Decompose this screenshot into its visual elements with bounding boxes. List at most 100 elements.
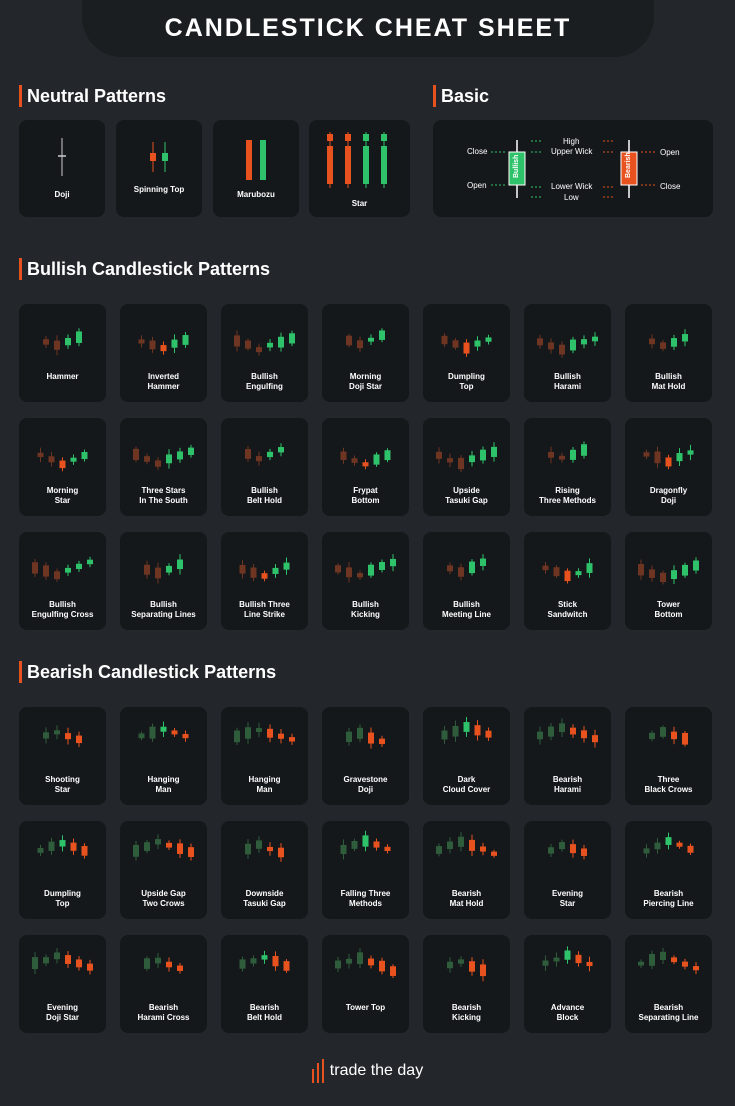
candle-body [144,958,150,969]
bearish-card: Bearish Harami [524,707,611,805]
bullish-card: Morning Star [19,418,106,516]
candle-body [70,457,77,462]
candle-body [586,563,593,573]
candle-body [373,841,380,848]
candle-body [441,335,448,345]
candle-body [485,337,492,342]
candlestick-illustration [245,443,284,466]
candle-body [368,732,374,744]
bearish-card: Tower Top [322,935,409,1033]
candle-body [447,458,453,463]
candle-body [491,851,497,856]
candle-body [682,961,688,967]
low-label: Low [564,193,579,202]
candle-body [250,958,257,964]
candle-body [660,342,666,349]
pattern-label: Downside Tasuki Gap [243,889,286,908]
candlestick-illustration [138,721,189,742]
candle-body [660,727,666,737]
candle-body [671,731,677,740]
candle-body [43,339,49,345]
candle-body [660,572,666,583]
bullish-card: Bullish Kicking [322,532,409,630]
candle-body [261,573,268,579]
candle-body [362,835,369,847]
candle-body [441,730,448,740]
pattern-label: Hammer [46,372,79,381]
candle-body [81,452,88,460]
candle-body [144,456,150,462]
candle-body [43,732,49,739]
candle-body [379,330,385,340]
pattern-label: Bullish Three Line Strike [239,600,290,619]
candlestick-illustration [548,839,587,860]
pattern-label: Morning Star [46,486,79,505]
page-title: CANDLESTICK CHEAT SHEET [164,14,572,42]
pattern-label: Star [351,199,368,208]
candle-body [474,725,481,736]
candle-body [671,957,677,963]
candle-body [458,836,464,847]
bullish-card: Morning Doji Star [322,304,409,402]
candle-body [70,842,77,851]
candlestick-illustration [638,557,699,585]
bearish-card: Advance Block [524,935,611,1033]
bearish-card: Hanging Man [120,707,207,805]
candle-body [278,733,284,739]
candle-body [76,563,82,569]
lower-wick-label: Lower Wick [551,182,593,191]
candle-body [289,333,295,344]
candle-body [59,840,66,847]
candle-body [671,570,677,580]
bearish-card: Dark Cloud Cover [423,707,510,805]
candle-body [245,843,251,855]
candlestick-illustration [245,836,284,862]
candle-body [384,450,391,461]
bullish-card: Stick Sandwitch [524,532,611,630]
candle-body [160,345,167,352]
candlestick-illustration [150,142,168,172]
candle-body [654,451,661,464]
candle-body [32,957,38,970]
pattern-label: Bullish Harami [553,372,582,391]
candle-body [643,452,650,457]
candle-body [649,569,655,578]
bullish-card: Bullish Three Line Strike [221,532,308,630]
candle-body [548,451,554,458]
candle-body [390,966,396,976]
candle-body [559,723,565,733]
candle-body [133,844,139,857]
candle-body [267,728,273,738]
candle-body [570,844,576,854]
candle-body [346,335,352,346]
candle-body [469,961,475,972]
candle-body [245,727,251,739]
candle-body [155,460,161,467]
candle-body [452,726,459,737]
candle-body [480,846,486,852]
candle-body [548,342,554,350]
candle-body [491,446,497,457]
candle-body [166,454,172,464]
candle-body [43,565,49,577]
candle-body [256,728,262,732]
candle-body [188,447,194,455]
candlestick-illustration [32,556,93,582]
bearish-card: Bearish Kicking [423,935,510,1033]
candle-body [570,339,576,351]
candle-body [469,455,475,463]
candle-body [177,559,183,570]
candle-body [335,565,341,573]
candlestick-illustration [43,725,82,748]
candlestick-illustration [138,332,189,355]
bullish-card: Bullish Mat Hold [625,304,712,402]
candle-body [278,336,284,348]
bullish-card: Inverted Hammer [120,304,207,402]
candlestick-illustration [340,830,391,860]
candle-body [245,340,251,349]
candle-body [32,562,38,574]
section-title-bearish: Bearish Candlestick Patterns [19,661,276,683]
pattern-label: Dumpling Top [448,372,485,391]
pattern-label: Bearish Harami [552,775,583,794]
bullish-card: Bullish Harami [524,304,611,402]
